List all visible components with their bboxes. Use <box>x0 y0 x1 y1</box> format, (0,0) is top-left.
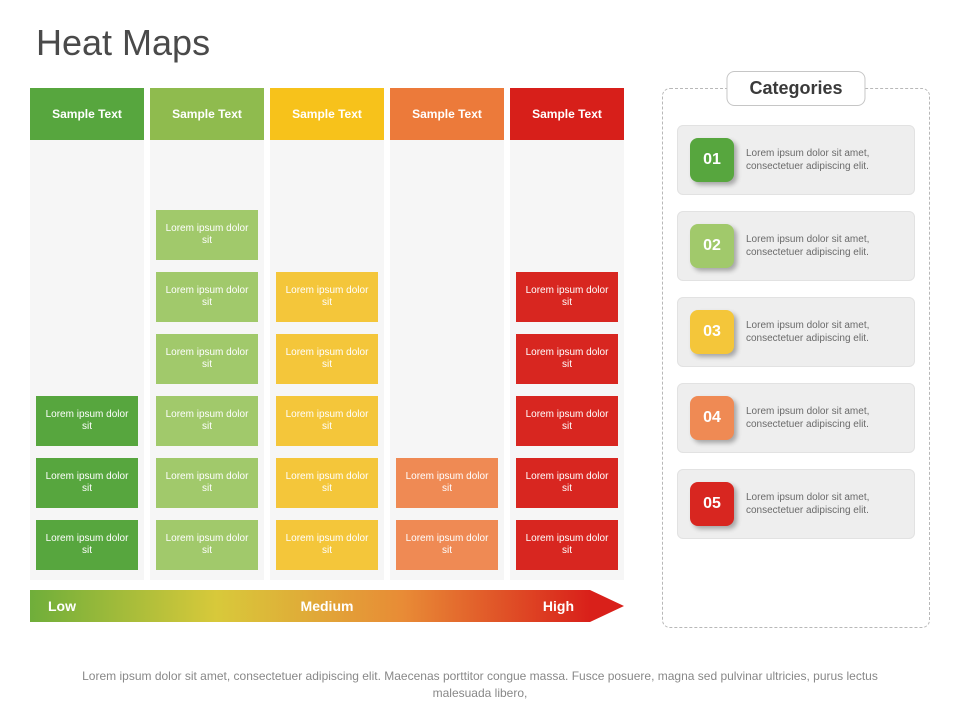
heatmap-tile: Lorem ipsum dolor sit <box>516 458 618 508</box>
heatmap-tile: Lorem ipsum dolor sit <box>156 272 258 322</box>
categories-list: 01 Lorem ipsum dolor sit amet, consectetu… <box>677 125 915 539</box>
heatmap-tile: Lorem ipsum dolor sit <box>156 458 258 508</box>
heatmap-column-header: Sample Text <box>270 88 384 140</box>
footer-text: Lorem ipsum dolor sit amet, consectetuer… <box>80 668 880 702</box>
heatmap-tile: Lorem ipsum dolor sit <box>156 210 258 260</box>
category-item: 02 Lorem ipsum dolor sit amet, consectetu… <box>677 211 915 281</box>
category-text: Lorem ipsum dolor sit amet, consectetuer… <box>746 491 902 517</box>
category-text: Lorem ipsum dolor sit amet, consectetuer… <box>746 405 902 431</box>
heatmap-column-body: Lorem ipsum dolor sit Lorem ipsum dolor s… <box>270 140 384 580</box>
category-item: 01 Lorem ipsum dolor sit amet, consectetu… <box>677 125 915 195</box>
heatmap-column-body: Lorem ipsum dolor sit Lorem ipsum dolor s… <box>150 140 264 580</box>
category-badge: 01 <box>690 138 734 182</box>
category-badge: 02 <box>690 224 734 268</box>
heatmap-column-body: Lorem ipsum dolor sit Lorem ipsum dolor s… <box>30 140 144 580</box>
category-item: 03 Lorem ipsum dolor sit amet, consectetu… <box>677 297 915 367</box>
heatmap-tile: Lorem ipsum dolor sit <box>516 396 618 446</box>
scale-label-low: Low <box>48 590 76 622</box>
category-badge: 04 <box>690 396 734 440</box>
heatmap-tile: Lorem ipsum dolor sit <box>36 458 138 508</box>
category-badge: 05 <box>690 482 734 526</box>
heatmap-tile: Lorem ipsum dolor sit <box>396 458 498 508</box>
heatmap-tile: Lorem ipsum dolor sit <box>516 272 618 322</box>
heatmap-column: Sample TextLorem ipsum dolor sitLorem ip… <box>510 88 624 580</box>
scale-bar: Low Medium High <box>30 590 624 622</box>
heatmap-area: Sample TextLorem ipsum dolor sitLorem ip… <box>30 88 630 622</box>
heatmap-tile: Lorem ipsum dolor sit <box>156 396 258 446</box>
heatmap-tile: Lorem ipsum dolor sit <box>396 520 498 570</box>
heatmap-tile: Lorem ipsum dolor sit <box>276 520 378 570</box>
categories-title: Categories <box>726 71 865 106</box>
heatmap-column-header: Sample Text <box>150 88 264 140</box>
category-item: 04 Lorem ipsum dolor sit amet, consectetu… <box>677 383 915 453</box>
page-title: Heat Maps <box>36 22 210 64</box>
heatmap-tile: Lorem ipsum dolor sit <box>276 396 378 446</box>
heatmap-column: Sample TextLorem ipsum dolor sitLorem ip… <box>390 88 504 580</box>
heatmap-tile: Lorem ipsum dolor sit <box>276 334 378 384</box>
heatmap-tile: Lorem ipsum dolor sit <box>156 334 258 384</box>
category-text: Lorem ipsum dolor sit amet, consectetuer… <box>746 147 902 173</box>
heatmap-tile: Lorem ipsum dolor sit <box>276 272 378 322</box>
heatmap-column-body: Lorem ipsum dolor sit Lorem ipsum dolor s… <box>390 140 504 580</box>
heatmap-column-body: Lorem ipsum dolor sit Lorem ipsum dolor s… <box>510 140 624 580</box>
heatmap-tile: Lorem ipsum dolor sit <box>516 334 618 384</box>
heatmap-column: Sample TextLorem ipsum dolor sitLorem ip… <box>150 88 264 580</box>
heatmap-column-header: Sample Text <box>30 88 144 140</box>
heatmap-tile: Lorem ipsum dolor sit <box>516 520 618 570</box>
scale-label-medium: Medium <box>301 590 354 622</box>
heatmap-tile: Lorem ipsum dolor sit <box>36 520 138 570</box>
categories-panel: Categories 01Lorem ipsum dolor sit amet,… <box>662 88 930 628</box>
heatmap-columns: Sample TextLorem ipsum dolor sitLorem ip… <box>30 88 630 580</box>
heatmap-column-header: Sample Text <box>510 88 624 140</box>
category-item: 05 Lorem ipsum dolor sit amet, consectetu… <box>677 469 915 539</box>
heatmap-tile: Lorem ipsum dolor sit <box>36 396 138 446</box>
category-text: Lorem ipsum dolor sit amet, consectetuer… <box>746 233 902 259</box>
category-text: Lorem ipsum dolor sit amet, consectetuer… <box>746 319 902 345</box>
heatmap-column: Sample TextLorem ipsum dolor sitLorem ip… <box>30 88 144 580</box>
category-badge: 03 <box>690 310 734 354</box>
scale-label-high: High <box>543 590 574 622</box>
heatmap-tile: Lorem ipsum dolor sit <box>156 520 258 570</box>
heatmap-column: Sample TextLorem ipsum dolor sitLorem ip… <box>270 88 384 580</box>
heatmap-column-header: Sample Text <box>390 88 504 140</box>
heatmap-tile: Lorem ipsum dolor sit <box>276 458 378 508</box>
scale-arrow-icon <box>590 590 624 622</box>
